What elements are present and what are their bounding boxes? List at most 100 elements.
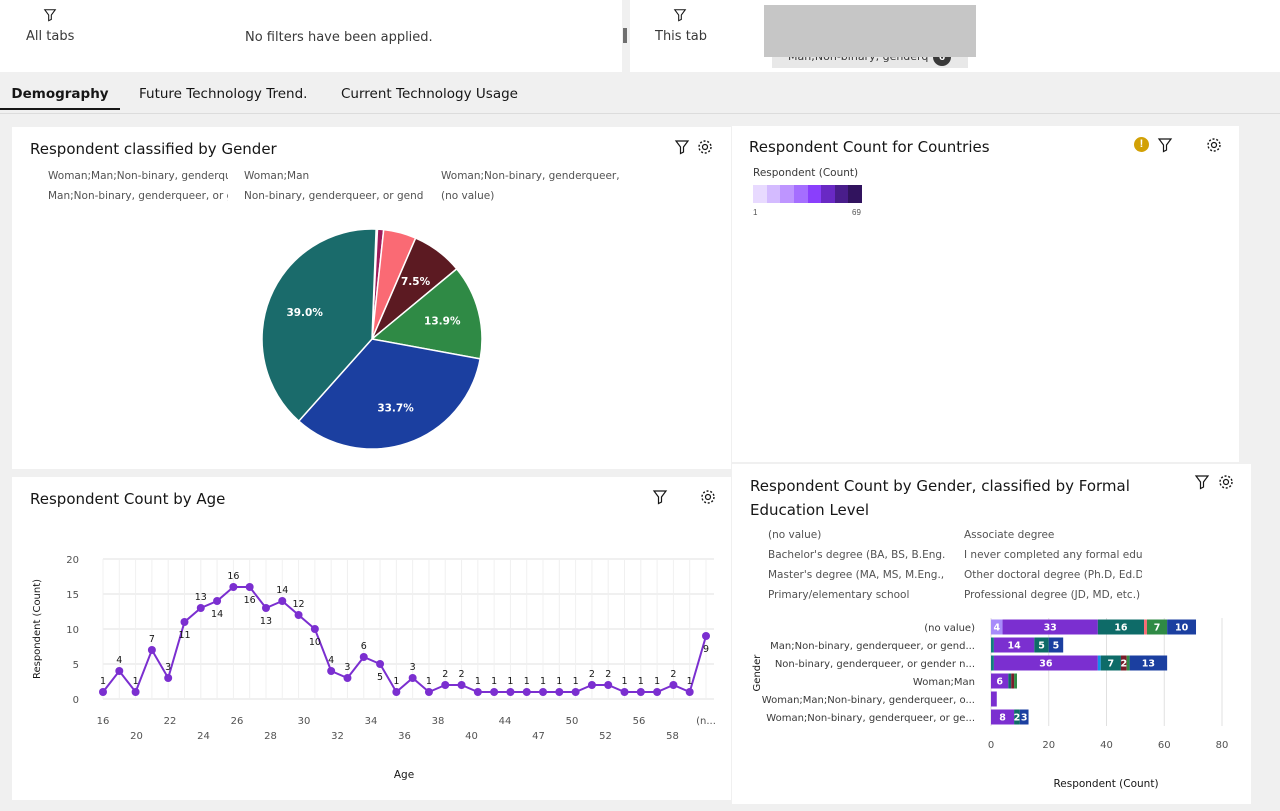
bar-segment[interactable] — [1011, 673, 1015, 689]
settings-icon[interactable] — [1206, 137, 1222, 153]
settings-icon[interactable] — [1218, 474, 1234, 490]
age-data-point[interactable] — [685, 688, 694, 696]
bar-segment[interactable] — [1048, 637, 1064, 653]
filter-icon[interactable] — [43, 8, 57, 22]
age-data-point[interactable] — [164, 674, 173, 682]
tab-future-technology-trend[interactable]: Future Technology Trend. — [139, 80, 307, 110]
no-filters-message: No filters have been applied. — [245, 30, 433, 45]
x-tick-label: 30 — [298, 716, 311, 727]
filter-divider-handle[interactable] — [623, 28, 627, 43]
age-data-label: 2 — [442, 669, 448, 680]
bar-segment[interactable] — [991, 655, 994, 671]
filter-icon[interactable] — [652, 489, 668, 505]
age-data-point[interactable] — [261, 604, 270, 612]
age-data-point[interactable] — [213, 597, 222, 605]
bar-segment[interactable] — [1146, 619, 1168, 635]
settings-icon[interactable] — [700, 489, 716, 505]
age-data-point[interactable] — [539, 688, 548, 696]
age-data-point[interactable] — [408, 674, 417, 682]
age-data-point[interactable] — [424, 688, 433, 696]
age-data-point[interactable] — [571, 688, 580, 696]
y-tick-label: 20 — [66, 555, 79, 566]
bar-segment[interactable] — [1120, 655, 1127, 671]
age-data-point[interactable] — [229, 583, 238, 591]
age-data-point[interactable] — [653, 688, 662, 696]
filter-icon[interactable] — [1194, 474, 1210, 490]
age-data-point[interactable] — [294, 611, 303, 619]
bar-segment[interactable] — [1014, 673, 1017, 689]
bar-segment[interactable] — [1008, 673, 1012, 689]
tab-current-technology-usage[interactable]: Current Technology Usage — [341, 80, 518, 110]
bar-segment[interactable] — [991, 709, 1015, 725]
tab-future-technology-trend-label: Future Technology Trend. — [139, 86, 308, 102]
bar-segment[interactable] — [1097, 619, 1145, 635]
age-data-point[interactable] — [115, 667, 124, 675]
bar-segment[interactable] — [991, 619, 1003, 635]
age-data-point[interactable] — [441, 681, 450, 689]
x-tick-label: 34 — [365, 716, 378, 727]
pie-slice[interactable] — [261, 228, 377, 423]
age-data-point[interactable] — [245, 583, 254, 591]
pie-slice[interactable] — [370, 267, 483, 360]
filter-icon[interactable] — [674, 139, 690, 155]
age-data-point[interactable] — [327, 667, 336, 675]
education-legend-item: I never completed any formal educa — [964, 549, 1142, 561]
age-data-point[interactable] — [506, 688, 515, 696]
settings-icon[interactable] — [697, 139, 713, 155]
bar-segment[interactable] — [1019, 709, 1029, 725]
age-data-label: 5 — [377, 672, 383, 683]
age-data-point[interactable] — [620, 688, 629, 696]
age-data-point[interactable] — [359, 653, 368, 661]
bar-segment[interactable] — [991, 673, 1009, 689]
age-data-point[interactable] — [131, 688, 140, 696]
age-data-point[interactable] — [587, 681, 596, 689]
age-data-point[interactable] — [490, 688, 499, 696]
bar-segment[interactable] — [1097, 655, 1101, 671]
age-data-label: 16 — [244, 595, 256, 606]
age-data-point[interactable] — [636, 688, 645, 696]
x-tick-label: 40 — [465, 731, 478, 742]
y-tick-label: 0 — [73, 695, 79, 706]
age-data-point[interactable] — [376, 660, 385, 668]
x-tick-label: 50 — [566, 716, 579, 727]
tab-demography[interactable]: Demography — [0, 80, 120, 110]
bar-segment[interactable] — [1126, 655, 1130, 671]
age-data-point[interactable] — [196, 604, 205, 612]
age-data-point[interactable] — [392, 688, 401, 696]
age-data-point[interactable] — [604, 681, 613, 689]
age-data-point[interactable] — [278, 597, 287, 605]
bar-segment[interactable] — [1002, 619, 1098, 635]
bar-segment[interactable] — [1014, 709, 1020, 725]
countries-color-scale — [753, 185, 862, 203]
filter-icon[interactable] — [673, 8, 687, 22]
x-tick-label: 38 — [432, 716, 445, 727]
age-data-point[interactable] — [310, 625, 319, 633]
x-tick-label: 80 — [1216, 740, 1229, 751]
pie-slice[interactable] — [297, 338, 482, 450]
bar-segment[interactable] — [1167, 619, 1197, 635]
filter-icon[interactable] — [1157, 137, 1173, 153]
bar-segment[interactable] — [1144, 619, 1147, 635]
bar-segment[interactable] — [991, 637, 994, 653]
age-data-point[interactable] — [180, 618, 189, 626]
age-data-point[interactable] — [343, 674, 352, 682]
warning-icon[interactable]: ! — [1134, 137, 1149, 152]
age-data-point[interactable] — [99, 688, 107, 696]
age-data-label: 14 — [276, 585, 288, 596]
bar-segment[interactable] — [1129, 655, 1168, 671]
age-data-point[interactable] — [457, 681, 466, 689]
age-data-point[interactable] — [669, 681, 678, 689]
bar-segment[interactable] — [993, 655, 1098, 671]
age-data-point[interactable] — [522, 688, 531, 696]
bar-segment[interactable] — [1034, 637, 1049, 653]
bar-segment[interactable] — [993, 637, 1035, 653]
countries-legend-title: Respondent (Count) — [753, 167, 859, 179]
age-data-point[interactable] — [702, 632, 710, 640]
age-data-point[interactable] — [147, 646, 156, 654]
age-data-point[interactable] — [555, 688, 564, 696]
bar-segment[interactable] — [1100, 655, 1121, 671]
bar-segment[interactable] — [991, 691, 997, 707]
education-legend-item: Primary/elementary school — [768, 589, 910, 601]
age-data-point[interactable] — [473, 688, 482, 696]
gender-legend-item: Woman;Man;Non-binary, genderque — [48, 170, 228, 182]
